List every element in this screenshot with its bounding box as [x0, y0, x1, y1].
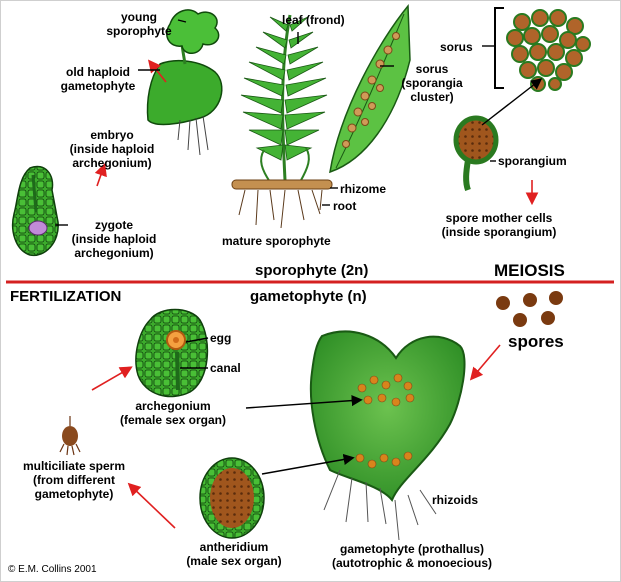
sporangium-illustration [453, 115, 499, 192]
label-rhizoids: rhizoids [432, 493, 479, 507]
sorus-cluster-illustration [494, 7, 591, 92]
label-mature-sporophyte: mature sporophyte [222, 234, 331, 248]
label-young-sporophyte-line2: sporophyte [106, 24, 172, 38]
label-old-gametophyte-line2: gametophyte [60, 79, 136, 93]
label-embryo: embryo (inside haploid archegonium) [62, 128, 162, 170]
mature-sporophyte-illustration [231, 14, 333, 229]
label-sperm-line1: multiciliate sperm [22, 459, 126, 473]
label-meiosis: MEIOSIS [494, 261, 565, 280]
prothallus-illustration [309, 330, 466, 541]
label-multiciliate-sperm: multiciliate sperm (from different gamet… [6, 459, 142, 501]
label-sperm-line2: (from different [33, 473, 115, 487]
label-embryo-line3: archegonium) [72, 156, 152, 170]
label-young-sporophyte: young sporophyte [100, 10, 178, 38]
label-leaf-frond: leaf (frond) [282, 13, 345, 27]
fern-leaf-with-sori-illustration [329, 3, 411, 174]
label-rhizome: rhizome [340, 182, 387, 196]
label-spore-mother-line1: spore mother cells [445, 211, 553, 225]
label-antheridium-line1: antheridium [199, 540, 269, 554]
antheridium-illustration [199, 457, 265, 539]
label-embryo-line2: (inside haploid [69, 142, 155, 156]
label-antheridium-line2: (male sex organ) [186, 554, 282, 568]
label-gametophyte-n: gametophyte (n) [250, 288, 367, 305]
copyright-text: © E.M. Collins 2001 [8, 564, 97, 575]
label-prothallus: gametophyte (prothallus) (autotrophic & … [312, 542, 512, 570]
spores-illustration [496, 291, 563, 327]
label-root: root [333, 199, 357, 213]
label-spore-mother-cells: spore mother cells (inside sporangium) [420, 211, 578, 239]
label-spore-mother-line2: (inside sporangium) [441, 225, 557, 239]
label-sporangium: sporangium [498, 154, 567, 168]
label-sorus: sorus [440, 40, 473, 54]
label-sorus-cluster-line1: sorus [415, 62, 449, 76]
label-archegonium: archegonium (female sex organ) [108, 399, 238, 427]
label-fertilization: FERTILIZATION [10, 288, 122, 305]
label-young-sporophyte-line1: young [121, 10, 157, 24]
label-zygote-line3: archegonium) [74, 246, 154, 260]
label-archegonium-line1: archegonium [135, 399, 211, 413]
label-zygote-line1: zygote [94, 218, 133, 232]
sperm-illustration [59, 416, 81, 456]
label-sorus-cluster-line2: (sporangia [401, 76, 463, 90]
label-sorus-cluster-line3: cluster) [410, 90, 454, 104]
label-sperm-line3: gametophyte) [34, 487, 114, 501]
label-sorus-sporangia-cluster: sorus (sporangia cluster) [396, 62, 468, 104]
label-spores: spores [508, 332, 564, 351]
label-prothallus-line1: gametophyte (prothallus) [339, 542, 484, 556]
label-zygote-line2: (inside haploid [71, 232, 157, 246]
label-egg: egg [210, 331, 232, 345]
zygote-archegonium-illustration [11, 165, 59, 257]
label-canal: canal [210, 361, 241, 375]
label-archegonium-line2: (female sex organ) [119, 413, 227, 427]
label-sporophyte-2n: sporophyte (2n) [255, 262, 369, 279]
label-prothallus-line2: (autotrophic & monoecious) [332, 556, 492, 570]
label-old-gametophyte-line1: old haploid [66, 65, 130, 79]
label-old-gametophyte: old haploid gametophyte [58, 65, 138, 93]
label-zygote: zygote (inside haploid archegonium) [64, 218, 164, 260]
archegonium-illustration [135, 308, 209, 398]
label-antheridium: antheridium (male sex organ) [172, 540, 296, 568]
label-embryo-line1: embryo [90, 128, 134, 142]
